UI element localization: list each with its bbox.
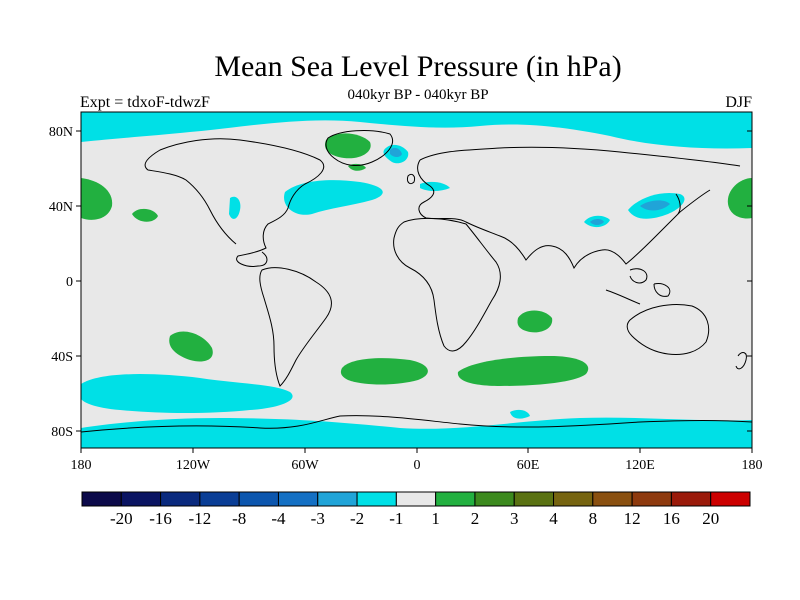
colorbar-label-11: 4 <box>549 509 558 528</box>
coastline-greenland <box>325 130 394 166</box>
positive-region-east-pacific <box>727 178 752 219</box>
coastline-south-america <box>259 267 332 387</box>
colorbar-label-5: -3 <box>311 509 325 528</box>
colorbar-swatch-5 <box>277 491 319 507</box>
colorbar-swatch-16 <box>710 491 751 507</box>
map-subtitle: 040kyr BP - 040kyr BP <box>347 87 489 103</box>
lon-tick-180w: 180 <box>71 458 92 473</box>
positive-region-south-pacific <box>169 331 213 362</box>
negative-core-japan <box>640 200 670 211</box>
colorbar-label-8: 1 <box>431 509 440 528</box>
colorbar-swatch-6 <box>317 491 358 507</box>
colorbar-label-0: -20 <box>110 509 133 528</box>
colorbar-label-3: -8 <box>232 509 246 528</box>
map-panel: 80N 40N 0 40S 80S 180 120W 60W 0 60E 120… <box>49 111 763 473</box>
lat-tick-40n: 40N <box>49 200 73 215</box>
lon-tick-0: 0 <box>414 458 421 473</box>
colorbar-swatch-7 <box>356 491 397 507</box>
positive-region-south-atlantic <box>340 358 428 385</box>
coastlines <box>81 130 752 433</box>
negative-region-southern-ocean <box>510 409 530 419</box>
lon-tick-120w: 120W <box>176 458 211 473</box>
coastline-new-zealand <box>735 352 747 370</box>
colorbar-swatch-14 <box>631 491 672 507</box>
coastline-australia <box>626 304 710 355</box>
colorbar-label-10: 3 <box>510 509 519 528</box>
colorbar-swatch-3 <box>199 491 240 507</box>
colorbar-label-14: 16 <box>663 509 680 528</box>
negative-region-arctic <box>81 112 752 149</box>
coastline-japan <box>675 193 681 215</box>
colorbar-label-6: -2 <box>350 509 364 528</box>
lon-tick-60e: 60E <box>517 458 540 473</box>
coastline-southeast-asia <box>605 268 671 305</box>
positive-region-south-indian <box>457 356 589 386</box>
colorbar-swatch-2 <box>160 491 201 507</box>
lat-tick-0: 0 <box>66 275 73 290</box>
colorbar-swatch-4 <box>238 491 279 507</box>
colorbar-label-7: -1 <box>389 509 403 528</box>
colorbar-label-4: -4 <box>271 509 286 528</box>
anomaly-fields <box>81 112 752 448</box>
coastline-uk <box>407 173 415 185</box>
colorbar-swatch-0 <box>81 491 122 507</box>
lon-tick-120e: 120E <box>625 458 655 473</box>
colorbar-swatch-11 <box>513 491 555 507</box>
lon-tick-180e: 180 <box>742 458 763 473</box>
positive-region-indian-ocean <box>517 310 553 333</box>
colorbar-swatch-9 <box>435 491 476 507</box>
coastline-eurasia <box>417 146 741 270</box>
longitude-axis <box>80 448 753 453</box>
positive-region-west-pacific <box>81 178 113 220</box>
colorbar-label-13: 12 <box>624 509 641 528</box>
negative-region-south-pacific <box>81 374 293 413</box>
colorbar-swatch-10 <box>474 491 515 507</box>
coastline-antarctica <box>81 415 752 433</box>
lat-tick-40s: 40S <box>51 350 73 365</box>
colorbar: -20 -16 -12 -8 -4 -3 -2 -1 1 2 3 4 8 12 16 20 <box>81 491 751 528</box>
colorbar-swatch-8 <box>395 491 437 507</box>
latitude-axis <box>76 130 752 432</box>
map-title: Mean Sea Level Pressure (in hPa) <box>214 50 622 83</box>
coastline-africa <box>393 217 501 352</box>
colorbar-swatch-13 <box>592 491 633 507</box>
colorbar-label-15: 20 <box>702 509 719 528</box>
colorbar-swatch-12 <box>553 491 594 507</box>
colorbar-label-12: 8 <box>589 509 598 528</box>
colorbar-label-2: -12 <box>189 509 212 528</box>
negative-region-north-atlantic <box>284 180 383 215</box>
negative-region-north-america <box>229 196 241 219</box>
coastline-north-america <box>144 138 325 267</box>
negative-core-greenland <box>390 147 402 157</box>
colorbar-swatch-15 <box>670 491 712 507</box>
lat-tick-80n: 80N <box>49 125 73 140</box>
lat-tick-80s: 80S <box>51 425 73 440</box>
colorbar-swatch-1 <box>120 491 162 507</box>
colorbar-label-1: -16 <box>149 509 172 528</box>
negative-core-himalaya <box>590 219 604 225</box>
positive-region-north-pacific <box>132 208 158 222</box>
colorbar-label-9: 2 <box>471 509 480 528</box>
experiment-label: Expt = tdxoF-tdwzF <box>80 94 210 111</box>
lon-tick-60w: 60W <box>291 458 319 473</box>
season-label: DJF <box>725 94 752 111</box>
positive-region-greenland <box>324 133 371 159</box>
